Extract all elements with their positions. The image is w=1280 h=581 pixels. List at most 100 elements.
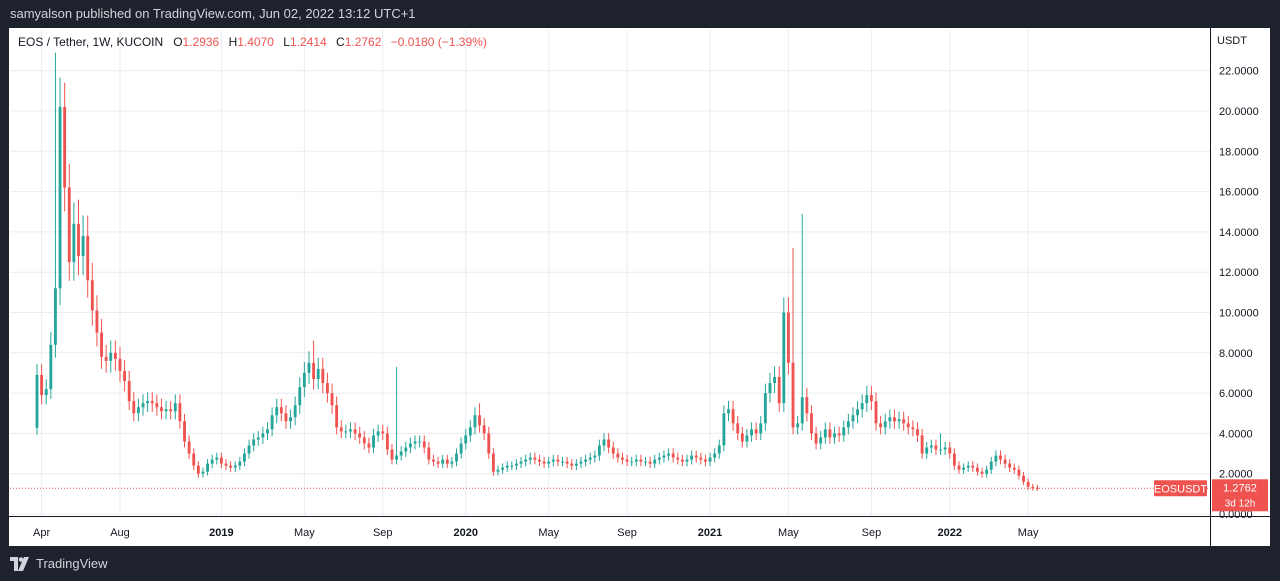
- candle-body[interactable]: [727, 409, 730, 414]
- candle-body[interactable]: [515, 463, 518, 466]
- candle-body[interactable]: [561, 461, 564, 463]
- candle-body[interactable]: [1008, 463, 1012, 468]
- candle-body[interactable]: [888, 417, 892, 422]
- candle-body[interactable]: [496, 469, 500, 472]
- candle-body[interactable]: [252, 439, 256, 446]
- candle-body[interactable]: [657, 457, 661, 460]
- candle-body[interactable]: [805, 397, 809, 414]
- candle-body[interactable]: [796, 423, 800, 428]
- candle-body[interactable]: [842, 427, 846, 436]
- candle-body[interactable]: [418, 441, 422, 443]
- candle-body[interactable]: [971, 465, 975, 468]
- candle-body[interactable]: [150, 401, 154, 404]
- candle-body[interactable]: [501, 467, 505, 470]
- candle-body[interactable]: [644, 461, 647, 463]
- candle-body[interactable]: [349, 429, 352, 432]
- candle-body[interactable]: [183, 421, 186, 442]
- candle-body[interactable]: [690, 455, 694, 460]
- candle-body[interactable]: [630, 461, 634, 463]
- candle-body[interactable]: [298, 387, 302, 406]
- candle-body[interactable]: [441, 459, 445, 464]
- candle-body[interactable]: [906, 423, 910, 428]
- candle-body[interactable]: [989, 461, 993, 470]
- candle-body[interactable]: [570, 463, 574, 466]
- price-chart[interactable]: USDT 22.0000 20.0000 18.0000 16.0000 14.0000 1…: [0, 0, 1280, 546]
- candle-body[interactable]: [72, 223, 76, 263]
- candle-body[interactable]: [510, 465, 514, 467]
- candle-body[interactable]: [54, 288, 57, 345]
- candle-body[interactable]: [713, 453, 717, 458]
- candle-body[interactable]: [58, 106, 62, 289]
- candle-body[interactable]: [77, 223, 80, 257]
- candle-body[interactable]: [538, 459, 541, 462]
- candle-body[interactable]: [275, 407, 279, 416]
- candle-body[interactable]: [224, 463, 228, 466]
- candle-body[interactable]: [210, 459, 214, 464]
- candle-body[interactable]: [676, 457, 680, 460]
- candle-body[interactable]: [1003, 459, 1007, 464]
- candle-body[interactable]: [962, 467, 966, 470]
- candle-body[interactable]: [952, 453, 956, 466]
- candle-body[interactable]: [468, 427, 472, 436]
- candle-body[interactable]: [330, 393, 334, 406]
- candle-body[interactable]: [118, 358, 122, 371]
- candle-body[interactable]: [528, 457, 532, 460]
- candle-body[interactable]: [247, 445, 251, 454]
- candle-body[interactable]: [616, 453, 620, 458]
- candle-body[interactable]: [436, 461, 440, 464]
- candle-body[interactable]: [625, 459, 629, 462]
- tradingview-logo-icon[interactable]: [10, 556, 30, 571]
- candle-body[interactable]: [579, 461, 583, 464]
- candle-body[interactable]: [865, 395, 869, 404]
- candle-body[interactable]: [846, 421, 850, 428]
- candle-body[interactable]: [238, 461, 242, 466]
- candle-body[interactable]: [432, 459, 435, 462]
- candle-body[interactable]: [547, 461, 551, 464]
- candle-body[interactable]: [408, 443, 412, 448]
- candle-body[interactable]: [593, 455, 597, 458]
- candle-body[interactable]: [1012, 467, 1016, 470]
- candle-body[interactable]: [708, 457, 712, 462]
- candle-body[interactable]: [1022, 475, 1025, 482]
- candle-body[interactable]: [939, 449, 942, 451]
- candle-body[interactable]: [353, 429, 357, 434]
- candle-body[interactable]: [602, 439, 606, 446]
- candle-body[interactable]: [704, 459, 707, 462]
- candle-body[interactable]: [736, 423, 740, 434]
- candle-body[interactable]: [302, 372, 306, 388]
- candle-body[interactable]: [653, 459, 657, 464]
- candle-body[interactable]: [169, 409, 173, 412]
- candle-body[interactable]: [621, 457, 624, 460]
- candle-body[interactable]: [266, 429, 269, 434]
- candle-body[interactable]: [777, 376, 781, 404]
- candle-body[interactable]: [837, 433, 841, 436]
- candle-body[interactable]: [856, 409, 860, 416]
- candle-body[interactable]: [980, 471, 984, 474]
- candle-body[interactable]: [390, 449, 394, 460]
- candle-body[interactable]: [860, 403, 864, 410]
- candle-body[interactable]: [925, 447, 929, 454]
- candle-body[interactable]: [759, 423, 763, 434]
- candle-body[interactable]: [427, 447, 431, 460]
- candle-body[interactable]: [731, 409, 735, 424]
- candle-body[interactable]: [100, 332, 103, 357]
- candle-body[interactable]: [1035, 487, 1039, 489]
- footer-brand[interactable]: TradingView: [36, 556, 108, 571]
- candle-body[interactable]: [966, 465, 970, 468]
- candle-body[interactable]: [768, 383, 772, 394]
- candle-body[interactable]: [478, 415, 481, 426]
- candle-body[interactable]: [81, 235, 85, 257]
- candle-body[interactable]: [851, 415, 855, 422]
- candle-body[interactable]: [243, 453, 246, 462]
- candle-body[interactable]: [312, 362, 316, 379]
- candle-body[interactable]: [482, 425, 486, 434]
- candle-body[interactable]: [35, 374, 39, 428]
- candle-body[interactable]: [680, 459, 684, 462]
- candle-body[interactable]: [395, 455, 399, 460]
- candle-body[interactable]: [985, 469, 989, 474]
- candle-body[interactable]: [634, 459, 638, 462]
- candle-body[interactable]: [233, 465, 237, 468]
- candle-body[interactable]: [113, 352, 117, 359]
- candle-body[interactable]: [325, 383, 329, 394]
- candle-body[interactable]: [358, 433, 362, 438]
